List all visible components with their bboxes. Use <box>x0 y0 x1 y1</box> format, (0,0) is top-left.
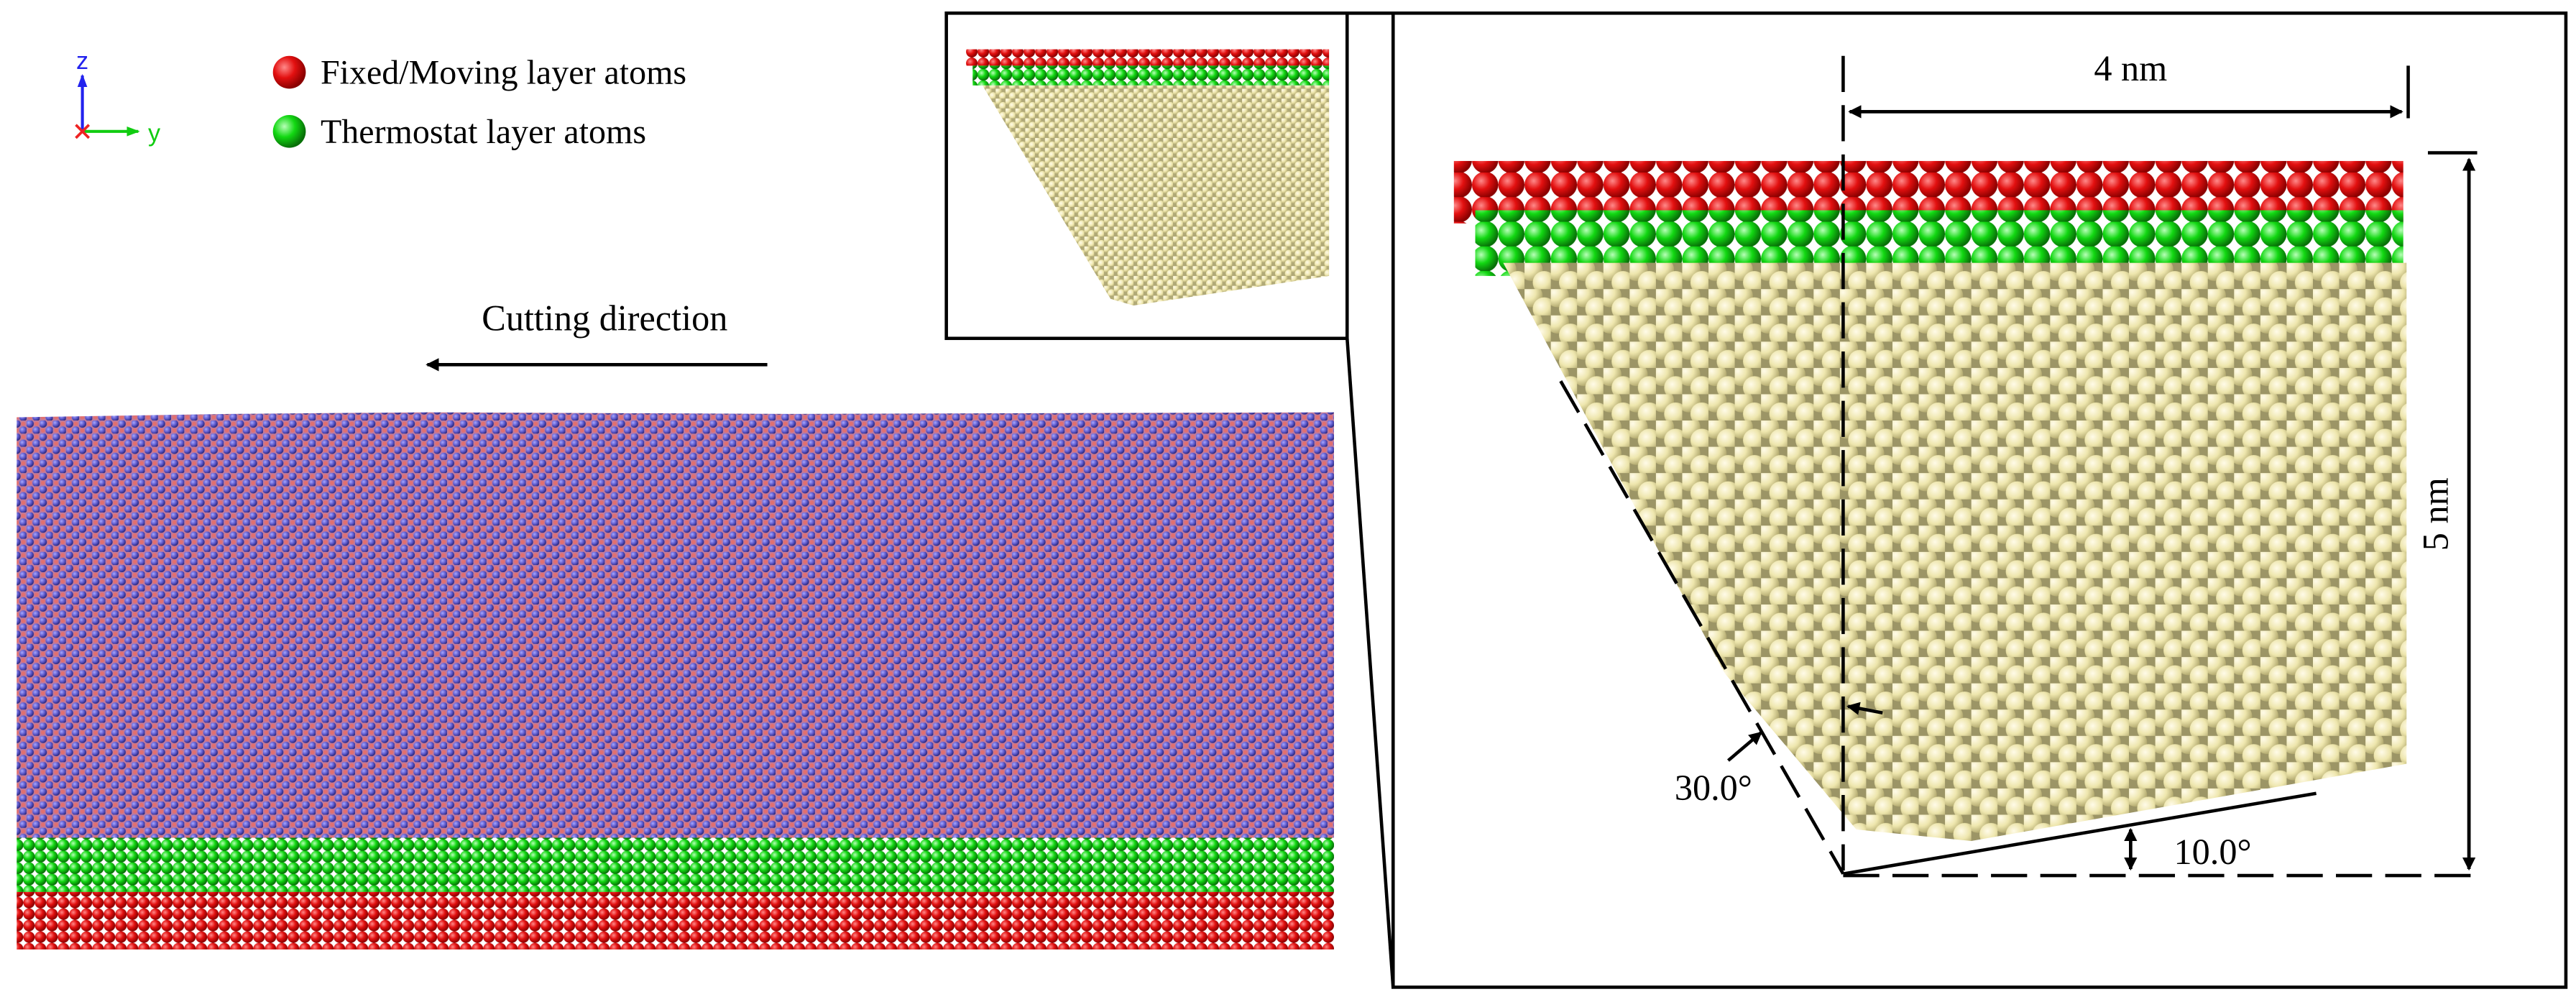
workpiece-atoms <box>17 412 1334 838</box>
tool-thermostat-layer <box>972 65 1330 86</box>
tool-body <box>982 85 1330 306</box>
angle-arrow <box>1726 731 1762 762</box>
clearance-line <box>1559 380 1845 875</box>
tool-body <box>1503 262 2407 842</box>
cutting-direction-label: Cutting direction <box>482 298 727 338</box>
legend-label: Fixed/Moving layer atoms <box>321 54 686 92</box>
z-label: z <box>76 47 88 75</box>
clearance-angle-label: 30.0° <box>1675 768 1752 808</box>
tool-fixed-layer <box>966 49 1330 66</box>
axis-triad: z y <box>75 47 161 147</box>
legend-swatch <box>272 114 306 148</box>
thermostat-layer <box>17 837 1334 892</box>
zoom-line <box>1345 338 1395 988</box>
rake-angle-label: 10.0° <box>2174 832 2252 872</box>
legend-label: Thermostat layer atoms <box>321 113 646 151</box>
y-label: y <box>148 120 161 147</box>
width-label: 4 nm <box>2094 48 2167 88</box>
legend: Fixed/Moving layer atoms Thermostat laye… <box>272 54 686 151</box>
workpiece <box>17 412 1334 950</box>
height-label: 5 nm <box>2415 477 2455 551</box>
legend-swatch <box>272 55 306 89</box>
annotations <box>1559 55 2478 878</box>
angle-arrow <box>1846 702 1883 715</box>
fixed-layer <box>17 891 1334 950</box>
rake-line <box>1843 791 2317 876</box>
tool-detail <box>1453 160 2407 842</box>
inset-tool <box>966 49 1330 306</box>
x-axis-mark <box>75 124 91 139</box>
